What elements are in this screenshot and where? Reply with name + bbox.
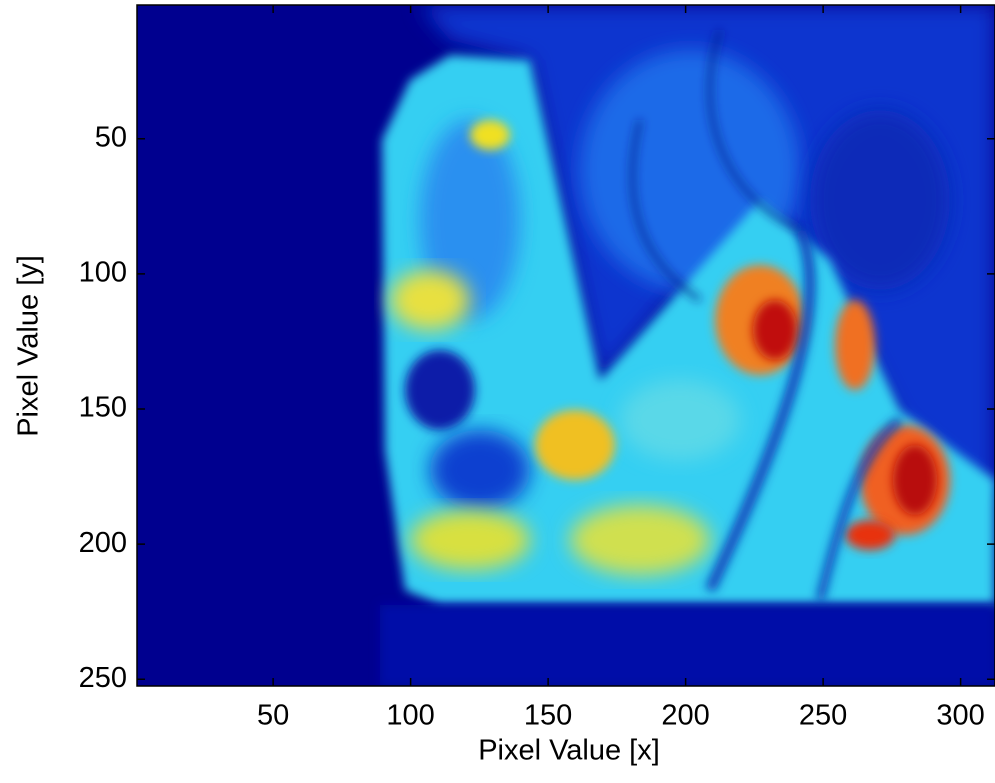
x-tick-label: 100 [386,700,434,732]
x-tick-label: 300 [936,700,984,732]
y-tick-label: 250 [79,662,127,694]
x-tick-label: 250 [799,700,847,732]
x-tick-label: 150 [524,700,572,732]
axes: 50 100 150 200 250 300 50 100 150 200 250 [79,5,995,732]
y-axis-label: Pixel Value [y] [13,255,45,437]
x-axis-label: Pixel Value [x] [478,735,660,767]
y-tick-label: 50 [95,121,127,153]
y-tick-label: 200 [79,527,127,559]
plot-frame [136,4,995,687]
x-tick-label: 200 [661,700,709,732]
y-tick-label: 150 [79,392,127,424]
y-tick-label: 100 [79,257,127,289]
x-tick-label: 50 [257,700,289,732]
image [137,5,995,686]
